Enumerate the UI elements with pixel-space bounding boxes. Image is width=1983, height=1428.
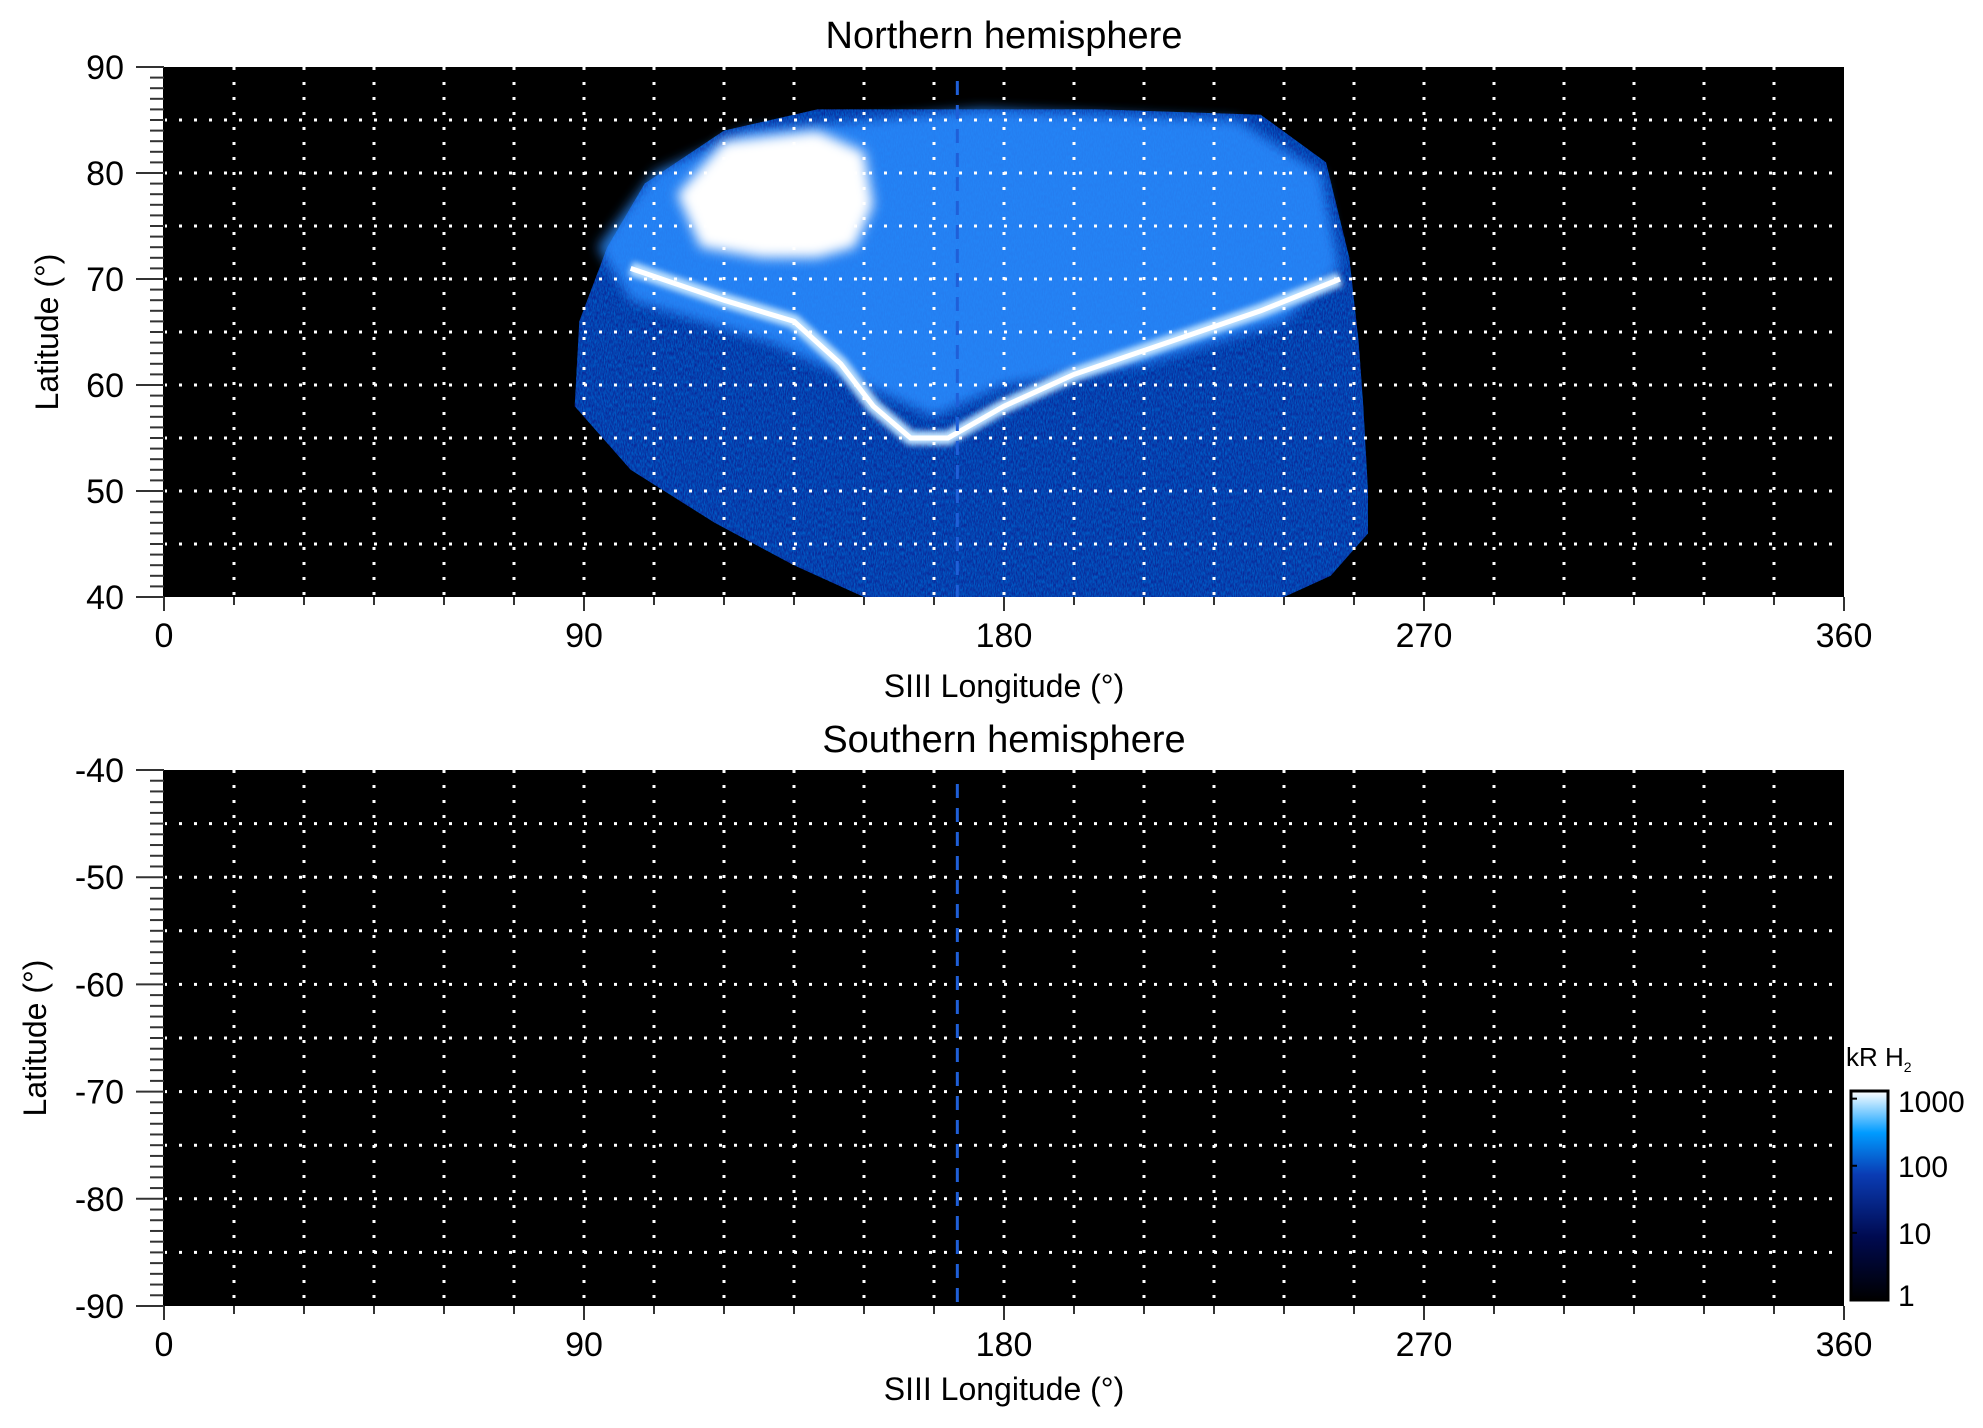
y-tick-label: -90 — [75, 1288, 124, 1326]
north-grid — [164, 67, 1844, 597]
x-tick-label: 270 — [1396, 617, 1453, 655]
x-tick-label: 90 — [565, 617, 603, 655]
y-tick-label: -80 — [75, 1181, 124, 1219]
colorbar-tick-label: 100 — [1898, 1151, 1948, 1184]
colorbar-tick-label: 1000 — [1898, 1086, 1965, 1119]
south-title: Southern hemisphere — [822, 719, 1185, 761]
south-y-label: Latitude (°) — [17, 960, 53, 1117]
x-tick-label: 0 — [155, 617, 174, 655]
x-tick-label: 180 — [976, 1326, 1033, 1364]
colorbar-ticks: 1 10 100 1000 — [1851, 1086, 1965, 1313]
colorbar-gradient — [1849, 1089, 1890, 1302]
y-tick-label: -50 — [75, 859, 124, 897]
x-tick-label: 180 — [976, 617, 1033, 655]
x-tick-label: 360 — [1816, 1326, 1873, 1364]
y-tick-label: 60 — [86, 367, 124, 405]
y-tick-label: 50 — [86, 473, 124, 511]
y-tick-label: -40 — [75, 752, 124, 790]
x-tick-label: 360 — [1816, 617, 1873, 655]
colorbar-label: kR H2 — [1846, 1042, 1912, 1075]
x-tick-label: 90 — [565, 1326, 603, 1364]
y-tick-label: 40 — [86, 579, 124, 617]
colorbar-tick-label: 1 — [1898, 1280, 1915, 1313]
south-x-label: SIII Longitude (°) — [884, 1371, 1124, 1407]
y-tick-label: 70 — [86, 261, 124, 299]
y-tick-label: -70 — [75, 1074, 124, 1112]
y-tick-label: 90 — [86, 49, 124, 87]
x-tick-label: 270 — [1396, 1326, 1453, 1364]
north-title: Northern hemisphere — [826, 15, 1183, 57]
x-tick-label: 0 — [155, 1326, 174, 1364]
colorbar: kR H2 1 10 100 1000 — [1846, 1042, 1965, 1313]
north-y-label: Latitude (°) — [29, 254, 65, 411]
y-tick-label: 80 — [86, 155, 124, 193]
y-tick-label: -60 — [75, 966, 124, 1004]
colorbar-tick-label: 10 — [1898, 1218, 1931, 1251]
south-grid — [164, 770, 1844, 1306]
north-axes: 40 50 60 70 80 90 0 90 180 270 360 — [86, 49, 1872, 655]
north-x-label: SIII Longitude (°) — [884, 668, 1124, 704]
south-axes: -90 -80 -70 -60 -50 -40 0 90 180 270 360 — [75, 752, 1873, 1364]
